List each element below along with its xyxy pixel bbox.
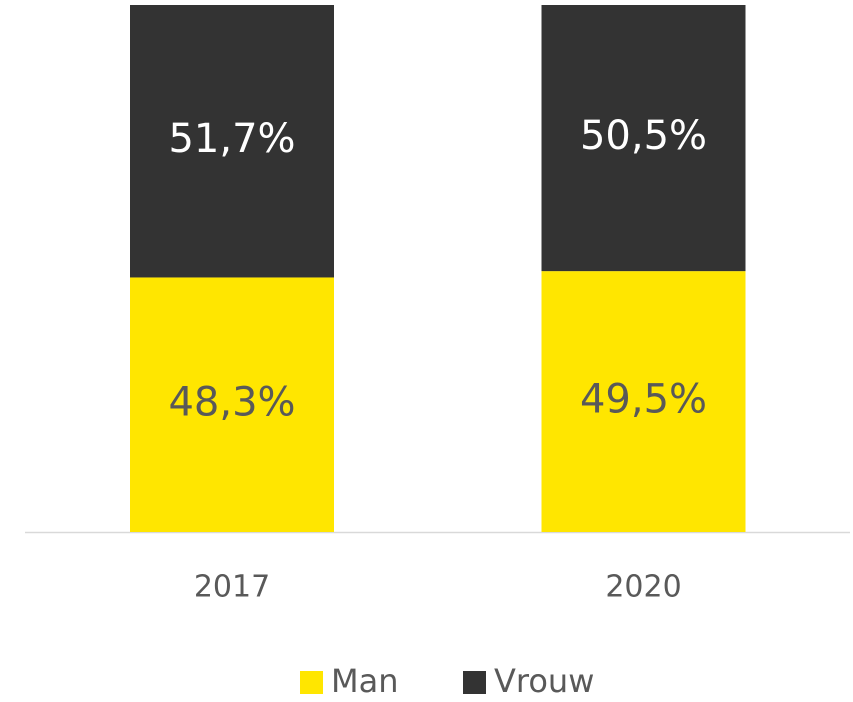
- legend-label: Man: [331, 662, 399, 700]
- data-label: 50,5%: [580, 113, 707, 159]
- data-label: 51,7%: [168, 116, 295, 162]
- data-label: 49,5%: [580, 377, 707, 423]
- bar-segment: [541, 5, 746, 272]
- x-tick-label: 2017: [194, 570, 270, 605]
- bar-segment: [130, 277, 334, 532]
- bar-segment: [541, 271, 746, 532]
- bar-segment: [130, 5, 334, 278]
- data-label: 48,3%: [168, 380, 295, 426]
- legend-swatch: [300, 671, 323, 694]
- x-tick-label: 2020: [605, 570, 681, 605]
- legend-label: Vrouw: [494, 662, 594, 700]
- legend-swatch: [463, 671, 486, 694]
